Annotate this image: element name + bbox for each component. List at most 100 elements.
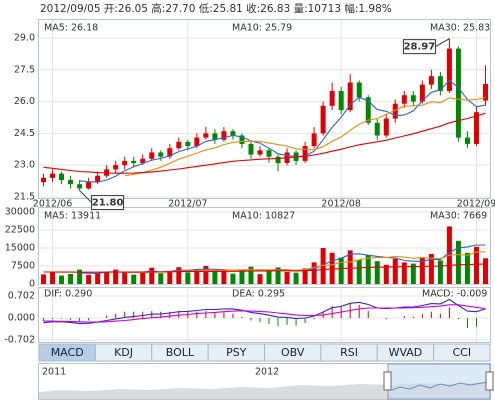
y-tick-label: 0.702 [8, 290, 35, 301]
ma-line [124, 96, 486, 177]
y-tick-label: 24.5 [14, 128, 35, 139]
legend-entry: MA30: 7669 [430, 211, 487, 222]
x-tick-label: 2012/09 [457, 199, 495, 210]
annotation-leader [435, 38, 450, 48]
x-tick-label: 2012/08 [321, 199, 360, 210]
tab-label[interactable]: MACD [51, 346, 84, 359]
volume-bar [356, 260, 362, 284]
y-tick-label: 0 [29, 279, 35, 290]
volume-bar [185, 272, 191, 284]
candle-body [59, 173, 65, 180]
tab-label[interactable]: PSY [226, 346, 247, 359]
legend-entry: MA10: 25.79 [232, 23, 292, 34]
candle-body [383, 118, 389, 136]
volume-bar [311, 262, 317, 284]
x-tick-label: 2012/06 [33, 199, 72, 210]
volume-bar [410, 263, 416, 284]
info-bar: 2012/09/05 开:26.05 高:27.70 低:25.81 收:26.… [40, 2, 392, 15]
tab-label[interactable]: WVAD [389, 346, 423, 359]
volume-bar [401, 262, 407, 284]
volume-bar [392, 258, 398, 284]
volume-bar [104, 271, 110, 284]
candle-body [365, 97, 371, 123]
navigator-area [39, 382, 490, 399]
navigator-handle[interactable] [383, 371, 392, 391]
candle-body [194, 137, 200, 147]
navigator-handle[interactable] [485, 371, 494, 391]
volume-bar [41, 274, 47, 284]
candle-body [392, 103, 398, 119]
volume-bar [455, 240, 461, 284]
volume-bar [248, 266, 254, 284]
volume-bar [239, 270, 245, 284]
y-tick-label: 26.0 [14, 96, 35, 107]
candle-body [320, 105, 326, 134]
navigator-window[interactable] [387, 363, 491, 400]
candle-body [95, 175, 101, 183]
candle-body [158, 152, 164, 157]
candle-body [356, 82, 362, 98]
volume-bar [419, 257, 425, 284]
volume-bar [473, 246, 479, 284]
tab-label[interactable]: RSI [340, 346, 358, 359]
annotation: 28.97 [404, 42, 436, 53]
candle-body [347, 82, 353, 111]
candle-body [230, 131, 236, 136]
y-tick-label: 23.0 [14, 160, 35, 171]
volume-bar [140, 271, 146, 284]
candle-body [482, 83, 488, 101]
y-tick-label: 29.0 [14, 33, 35, 44]
candle-body [410, 95, 416, 102]
legend-entry: MACD: -0.009 [422, 289, 487, 300]
volume-bar [275, 267, 281, 284]
volume-bar [167, 270, 173, 284]
y-tick-label: 27.5 [14, 64, 35, 75]
legend-entry: MA5: 13911 [44, 211, 101, 222]
candle-body [68, 179, 74, 185]
annotation-box [91, 195, 125, 211]
volume-bar [338, 257, 344, 284]
candle-body [455, 48, 461, 138]
y-tick-label: 15000 [5, 243, 35, 254]
legend-entry: MA5: 26.18 [44, 23, 98, 34]
price-frame [38, 19, 491, 199]
volume-bar [347, 250, 353, 284]
candle-body [473, 112, 479, 144]
tab[interactable] [433, 343, 491, 362]
candle-body [401, 95, 407, 104]
volume-bar [131, 274, 137, 284]
legend-entry: DEA: 0.295 [232, 289, 285, 300]
candle-body [221, 131, 227, 140]
candle-body [311, 133, 317, 147]
volume-bar [221, 269, 227, 284]
volume-bar [266, 270, 272, 284]
candle-body [41, 177, 47, 183]
candle-body [113, 165, 119, 170]
candle-body [374, 122, 380, 136]
volume-bar [230, 273, 236, 284]
candle-body [167, 148, 173, 157]
volume-bar [59, 275, 65, 284]
tab-label[interactable]: CCI [453, 346, 472, 359]
macd-line [43, 298, 486, 325]
candle-body [176, 141, 182, 149]
annotation-box [402, 39, 436, 55]
volume-bar [95, 273, 101, 284]
candle-body [266, 150, 272, 157]
y-tick-label: 7500 [11, 261, 35, 272]
tab-label[interactable]: KDJ [114, 346, 133, 359]
volume-bar [158, 273, 164, 284]
candle-body [428, 76, 434, 85]
candle-body [257, 150, 263, 155]
volume-bar [122, 272, 128, 284]
tab-label[interactable]: OBV [281, 346, 305, 359]
candle-body [131, 160, 137, 164]
candle-body [329, 90, 335, 106]
y-tick-label: 30000 [5, 207, 35, 218]
volume-bar [383, 264, 389, 284]
candle-body [275, 156, 281, 164]
volume-bar [50, 272, 56, 284]
tab-label[interactable]: BOLL [166, 346, 195, 359]
candle-body [50, 173, 56, 178]
